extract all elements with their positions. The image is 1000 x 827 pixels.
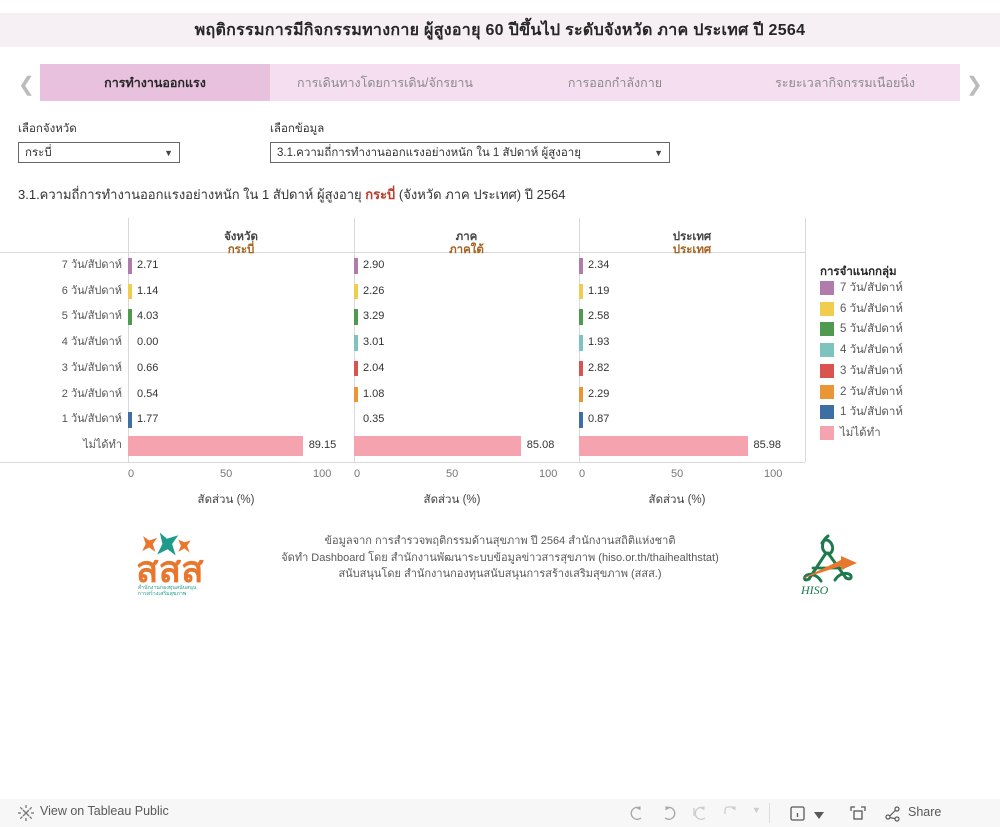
- svg-text:การสร้างเสริมสุขภาพ: การสร้างเสริมสุขภาพ: [138, 590, 187, 597]
- svg-text:HISO: HISO: [800, 583, 829, 597]
- svg-text:สำนักงานกองทุนสนับสนุน: สำนักงานกองทุนสนับสนุน: [138, 584, 197, 591]
